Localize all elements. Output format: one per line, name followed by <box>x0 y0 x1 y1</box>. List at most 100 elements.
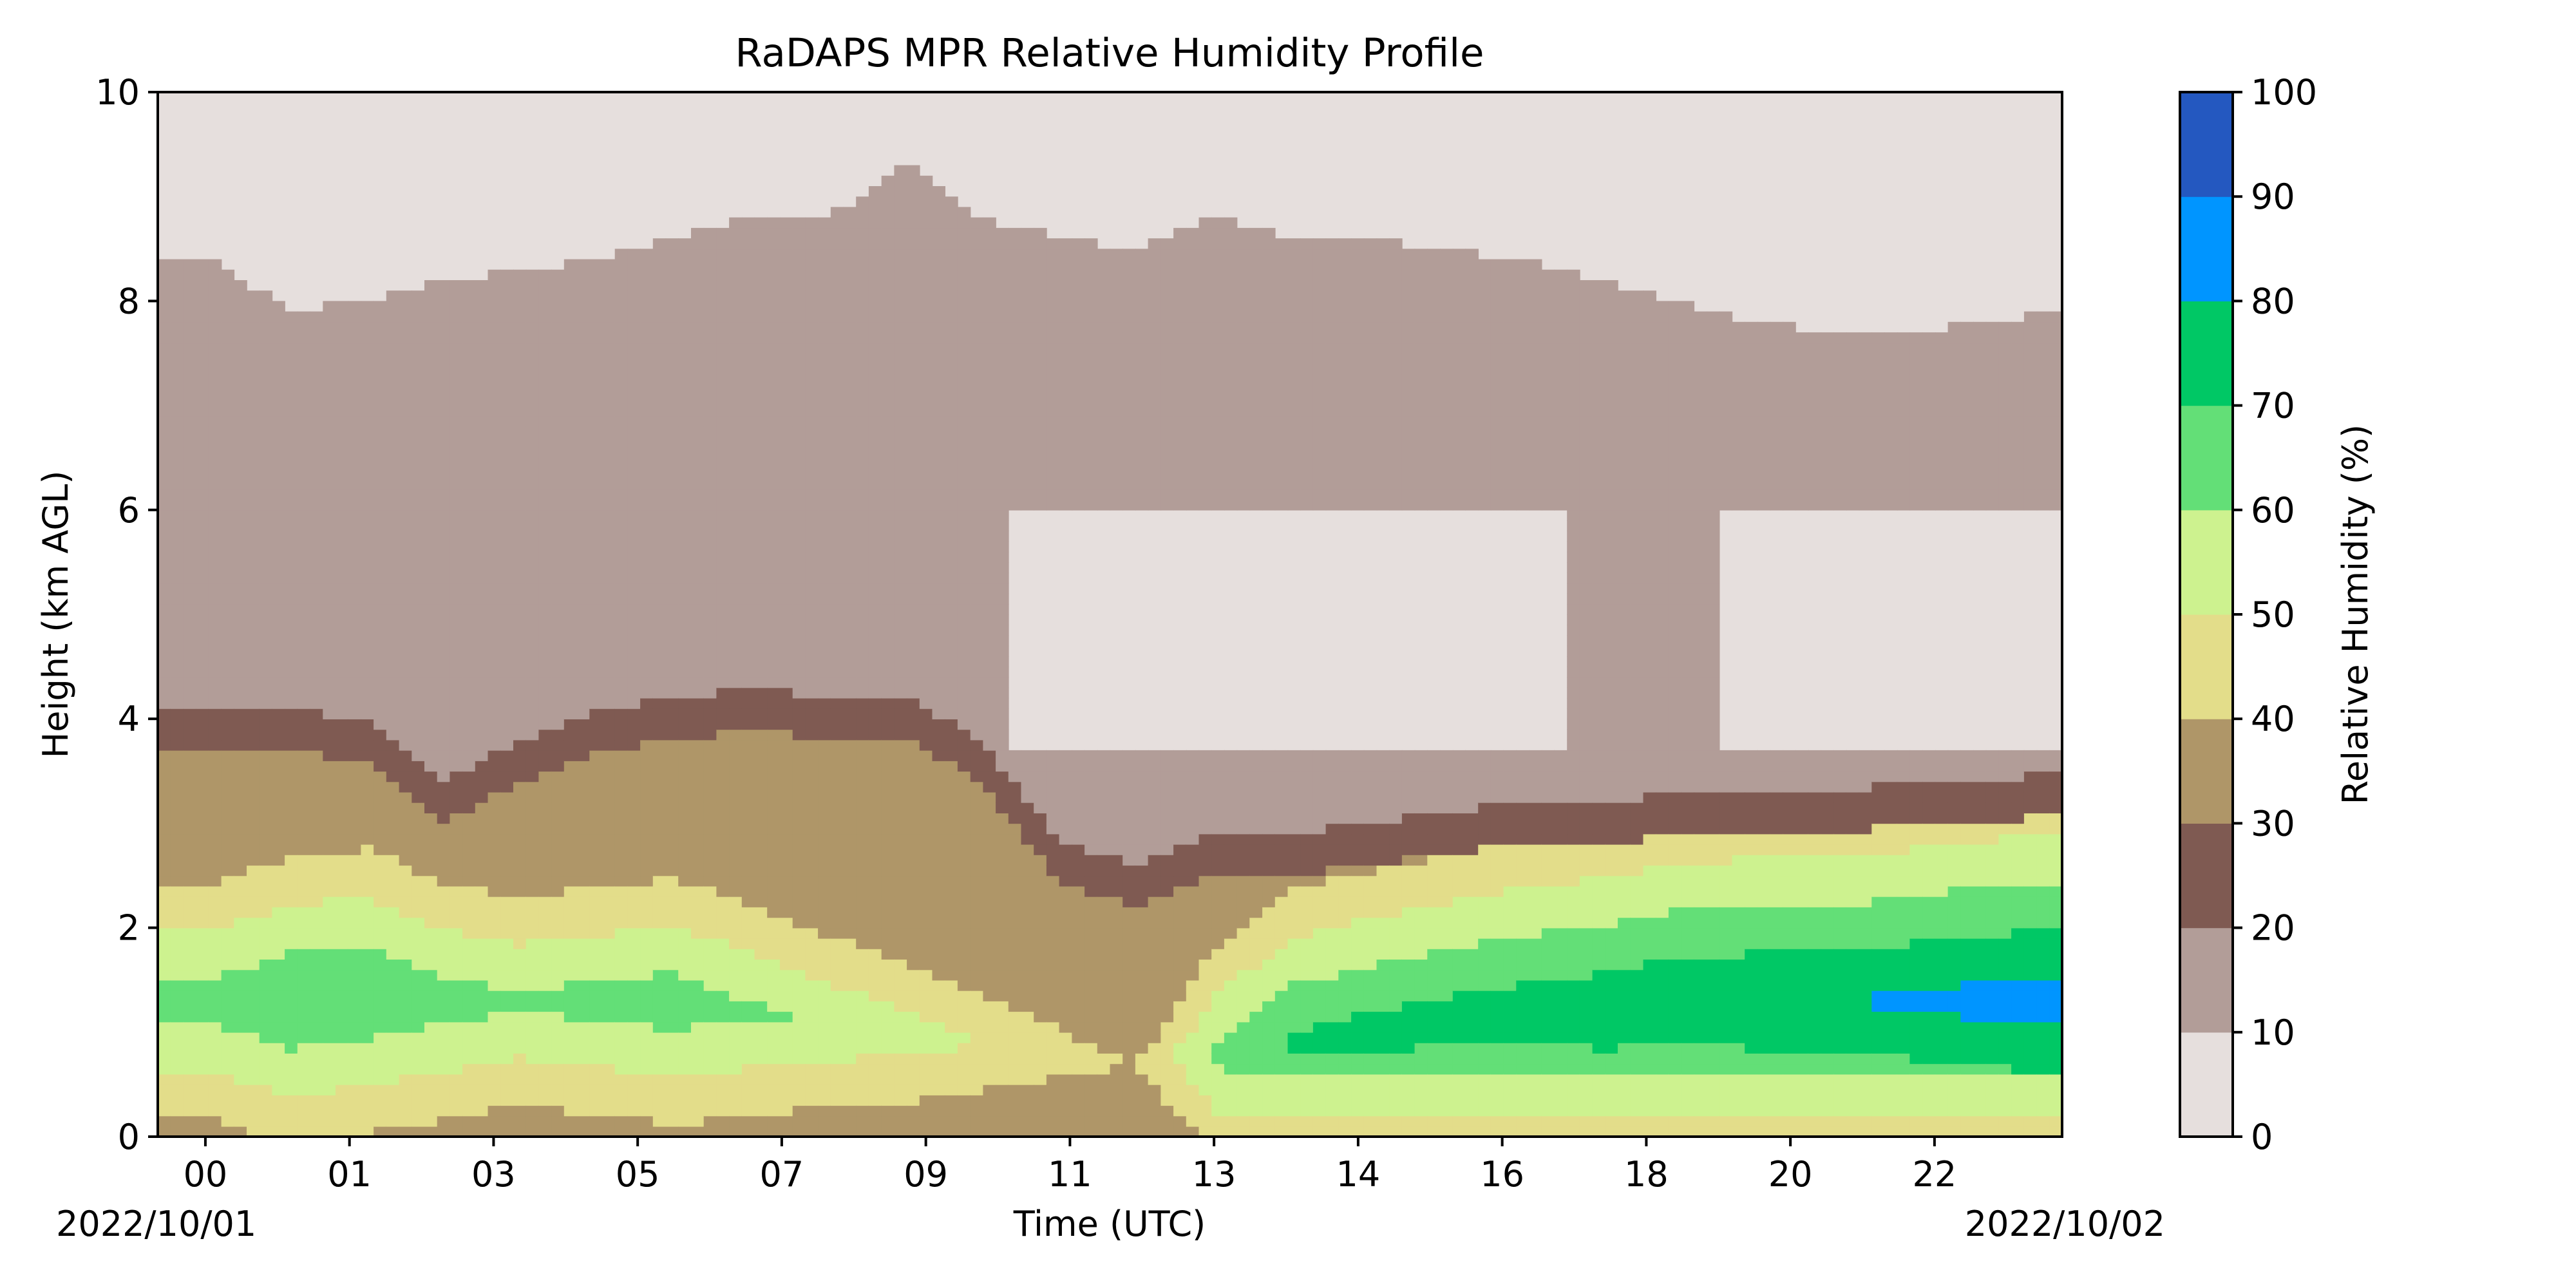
rh-cell <box>894 583 907 594</box>
rh-cell <box>488 865 501 876</box>
rh-cell <box>564 1043 578 1054</box>
rh-cell <box>196 1011 209 1023</box>
rh-cell <box>729 583 743 594</box>
rh-cell <box>856 896 869 907</box>
rh-cell <box>183 321 196 333</box>
rh-cell <box>703 468 717 479</box>
rh-cell <box>412 938 425 949</box>
rh-cell <box>843 603 857 615</box>
rh-cell <box>894 269 907 281</box>
rh-cell <box>513 697 527 709</box>
rh-cell <box>830 886 844 897</box>
rh-cell <box>437 791 451 803</box>
rh-cell <box>843 907 857 918</box>
rh-cell <box>488 1001 501 1012</box>
rh-cell <box>703 635 717 647</box>
rh-cell <box>614 457 629 469</box>
rh-cell <box>170 719 184 730</box>
rh-cell <box>221 729 235 741</box>
rh-cell <box>297 813 311 824</box>
rh-cell <box>818 614 831 625</box>
rh-cell <box>297 426 311 437</box>
rh-cell <box>881 395 895 406</box>
rh-cell <box>170 667 184 678</box>
rh-cell <box>158 761 171 772</box>
rh-cell <box>259 781 273 793</box>
rh-cell <box>399 886 413 897</box>
rh-cell <box>170 1001 184 1012</box>
rh-cell <box>247 969 260 981</box>
rh-cell <box>589 520 603 531</box>
rh-cell <box>386 1053 400 1065</box>
rh-cell <box>310 551 324 563</box>
rh-cell <box>830 531 844 542</box>
rh-cell <box>678 625 692 636</box>
rh-cell <box>614 771 629 782</box>
rh-cell <box>627 781 641 793</box>
rh-cell <box>297 750 311 761</box>
rh-cell <box>843 447 857 459</box>
rh-cell <box>386 625 400 636</box>
rh-cell <box>450 802 463 813</box>
rh-cell <box>602 1095 616 1106</box>
rh-cell <box>665 468 679 479</box>
rh-cell <box>158 603 171 615</box>
rh-cell <box>500 729 514 741</box>
rh-cell <box>538 949 552 960</box>
rh-cell <box>323 1001 336 1012</box>
rh-cell <box>513 332 527 344</box>
rh-cell <box>741 249 755 260</box>
rh-cell <box>843 917 857 929</box>
rh-cell <box>285 625 298 636</box>
rh-cell <box>285 896 298 907</box>
rh-cell <box>374 457 387 469</box>
rh-cell <box>285 1095 298 1106</box>
rh-cell <box>462 729 476 741</box>
rh-cell <box>640 551 654 563</box>
rh-cell <box>272 426 285 437</box>
rh-cell <box>462 875 476 887</box>
rh-cell <box>652 457 667 469</box>
rh-cell <box>640 593 654 605</box>
rh-cell <box>462 541 476 553</box>
rh-cell <box>538 938 552 949</box>
rh-cell <box>538 426 552 437</box>
rh-cell <box>856 750 869 761</box>
rh-cell <box>792 687 806 699</box>
rh-cell <box>703 729 717 741</box>
rh-cell <box>374 583 387 594</box>
rh-cell <box>716 833 730 845</box>
rh-cell <box>336 729 349 741</box>
rh-cell <box>526 844 540 855</box>
rh-cell <box>767 395 781 406</box>
rh-cell <box>488 656 501 667</box>
rh-cell <box>881 823 895 835</box>
rh-cell <box>526 531 540 542</box>
rh-cell <box>208 886 222 897</box>
rh-cell <box>805 907 819 918</box>
rh-cell <box>475 1105 489 1117</box>
rh-cell <box>576 917 590 929</box>
rh-cell <box>767 761 781 772</box>
rh-cell <box>348 949 362 960</box>
rh-cell <box>462 949 476 960</box>
rh-cell <box>348 791 362 803</box>
rh-cell <box>526 959 540 971</box>
rh-cell <box>437 656 451 667</box>
rh-cell <box>450 708 463 719</box>
rh-cell <box>437 980 451 991</box>
rh-cell <box>462 573 476 584</box>
rh-cell <box>488 1074 501 1085</box>
rh-cell <box>805 697 819 709</box>
rh-cell <box>475 959 489 971</box>
rh-cell <box>285 875 298 887</box>
rh-cell <box>589 844 603 855</box>
rh-cell <box>665 509 679 521</box>
rh-cell <box>691 1053 705 1065</box>
rh-cell <box>196 969 209 981</box>
rh-cell <box>665 875 679 887</box>
rh-cell <box>272 875 285 887</box>
rh-cell <box>894 990 907 1001</box>
rh-cell <box>652 781 667 793</box>
rh-cell <box>691 833 705 845</box>
